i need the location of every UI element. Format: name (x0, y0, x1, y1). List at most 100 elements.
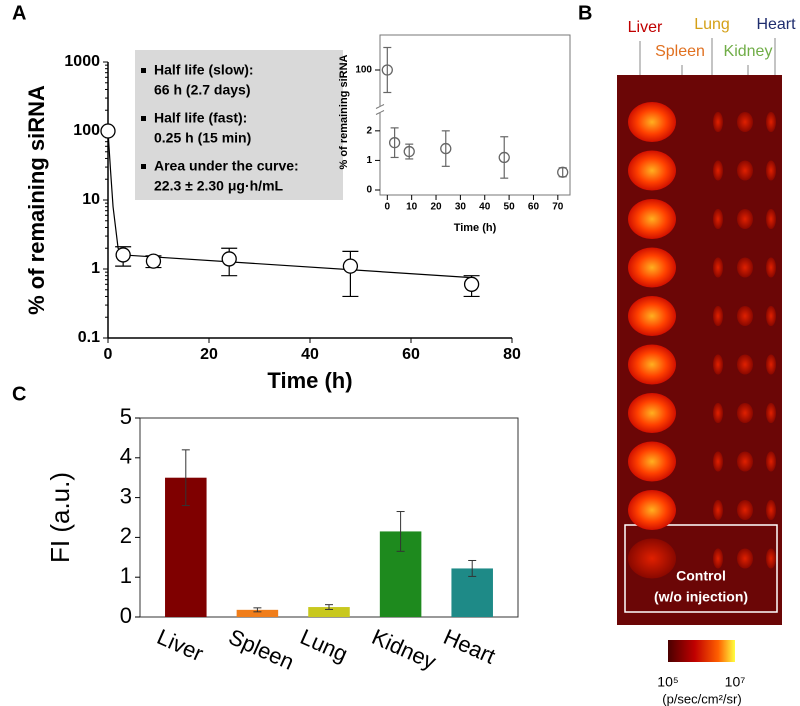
bar (308, 607, 350, 617)
organ-image (766, 112, 776, 132)
organ-image (713, 451, 723, 472)
organ-image (713, 306, 723, 326)
y-tick-label: 1000 (64, 53, 100, 70)
x-tick-label: Lung (297, 624, 352, 667)
panel-label: B (578, 2, 592, 24)
control-label: (w/o injection) (654, 589, 748, 605)
x-tick-label: 0 (104, 346, 113, 363)
organ-image (713, 500, 723, 520)
organ-image (766, 209, 776, 229)
x-axis-label: Time (h) (267, 368, 352, 393)
organ-image (766, 403, 776, 423)
organ-image (713, 112, 723, 132)
x-tick-label: 30 (455, 202, 467, 213)
organ-label: Spleen (655, 43, 705, 60)
organ-image (628, 490, 676, 530)
y-tick-label: 0 (366, 185, 372, 196)
bar (236, 609, 279, 617)
organ-image (628, 247, 676, 288)
data-point (498, 151, 510, 164)
data-point (100, 123, 116, 139)
organ-image (628, 538, 676, 579)
x-tick-label: Liver (153, 624, 207, 666)
colorbar-unit: (p/sec/cm²/sr) (662, 691, 741, 706)
organ-image (737, 306, 753, 326)
y-tick-label: 100 (73, 122, 100, 139)
colorbar-label: 10⁵ (657, 674, 678, 690)
y-tick-label: 100 (355, 65, 372, 76)
x-tick-label: Heart (440, 624, 499, 669)
organ-image (713, 160, 723, 181)
data-point (463, 276, 480, 292)
organ-image (766, 160, 776, 181)
y-tick-label: 2 (366, 125, 372, 136)
plot-frame (379, 34, 571, 196)
organ-image (737, 500, 753, 520)
annotation: 22.3 ± 2.30 μg·h/mL (154, 178, 284, 194)
colorbar-label: 10⁷ (725, 674, 746, 690)
organ-image (737, 403, 753, 423)
organ-image (737, 257, 753, 278)
organ-image (737, 209, 753, 229)
panel-label: A (12, 2, 26, 24)
organ-image (766, 548, 776, 569)
annotation: Half life (slow): (154, 62, 254, 78)
organ-image (628, 441, 676, 482)
bullet (141, 68, 146, 73)
fit-line (107, 130, 472, 279)
organ-image (766, 451, 776, 472)
organ-image (766, 500, 776, 520)
data-point (221, 251, 237, 267)
organ-image (628, 296, 676, 336)
y-tick-label: 10 (82, 191, 100, 208)
y-axis-label: FI (a.u.) (45, 472, 75, 563)
data-point (440, 142, 452, 155)
panel-label: C (12, 383, 26, 405)
y-tick-label: 1 (120, 563, 132, 588)
control-box (624, 524, 778, 613)
annotation: 0.25 h (15 min) (154, 130, 251, 146)
y-tick-label: 1 (366, 155, 372, 166)
x-tick-label: 60 (402, 346, 420, 363)
organ-image (713, 354, 723, 375)
x-tick-label: 80 (503, 346, 521, 363)
y-tick-label: 0 (120, 603, 132, 628)
y-axis-label: % of remaining siRNA (24, 85, 49, 315)
organ-image (628, 393, 676, 433)
axis-break (375, 104, 385, 109)
data-point (381, 64, 393, 76)
annotation: 66 h (2.7 days) (154, 82, 251, 98)
y-tick-label: 3 (120, 483, 132, 508)
annotation: Half life (fast): (154, 110, 247, 126)
data-point (115, 247, 131, 263)
organ-image (766, 306, 776, 326)
organ-image (713, 257, 723, 278)
organ-label: Liver (628, 19, 663, 36)
organ-image (628, 199, 676, 239)
colorbar (668, 640, 735, 662)
bullet (141, 116, 146, 121)
organ-image (766, 354, 776, 375)
data-point (342, 258, 359, 274)
organ-image (737, 548, 753, 569)
x-tick-label: Spleen (225, 624, 298, 675)
axis-break (375, 110, 385, 115)
y-tick-label: 1 (91, 260, 100, 277)
x-tick-label: 40 (301, 346, 319, 363)
x-tick-label: Kidney (368, 624, 440, 674)
x-tick-label: 20 (430, 202, 442, 213)
y-tick-label: 2 (120, 523, 132, 548)
data-point (557, 166, 569, 178)
organ-image (628, 344, 676, 385)
annotation-box (135, 50, 343, 200)
axis-break (376, 106, 384, 113)
organ-image (737, 354, 753, 375)
organ-label: Heart (756, 16, 796, 33)
organ-image (766, 257, 776, 278)
organ-image (628, 102, 676, 142)
control-label: Control (676, 568, 726, 584)
organ-image (737, 112, 753, 132)
organ-image (737, 160, 753, 181)
organ-image (737, 451, 753, 472)
